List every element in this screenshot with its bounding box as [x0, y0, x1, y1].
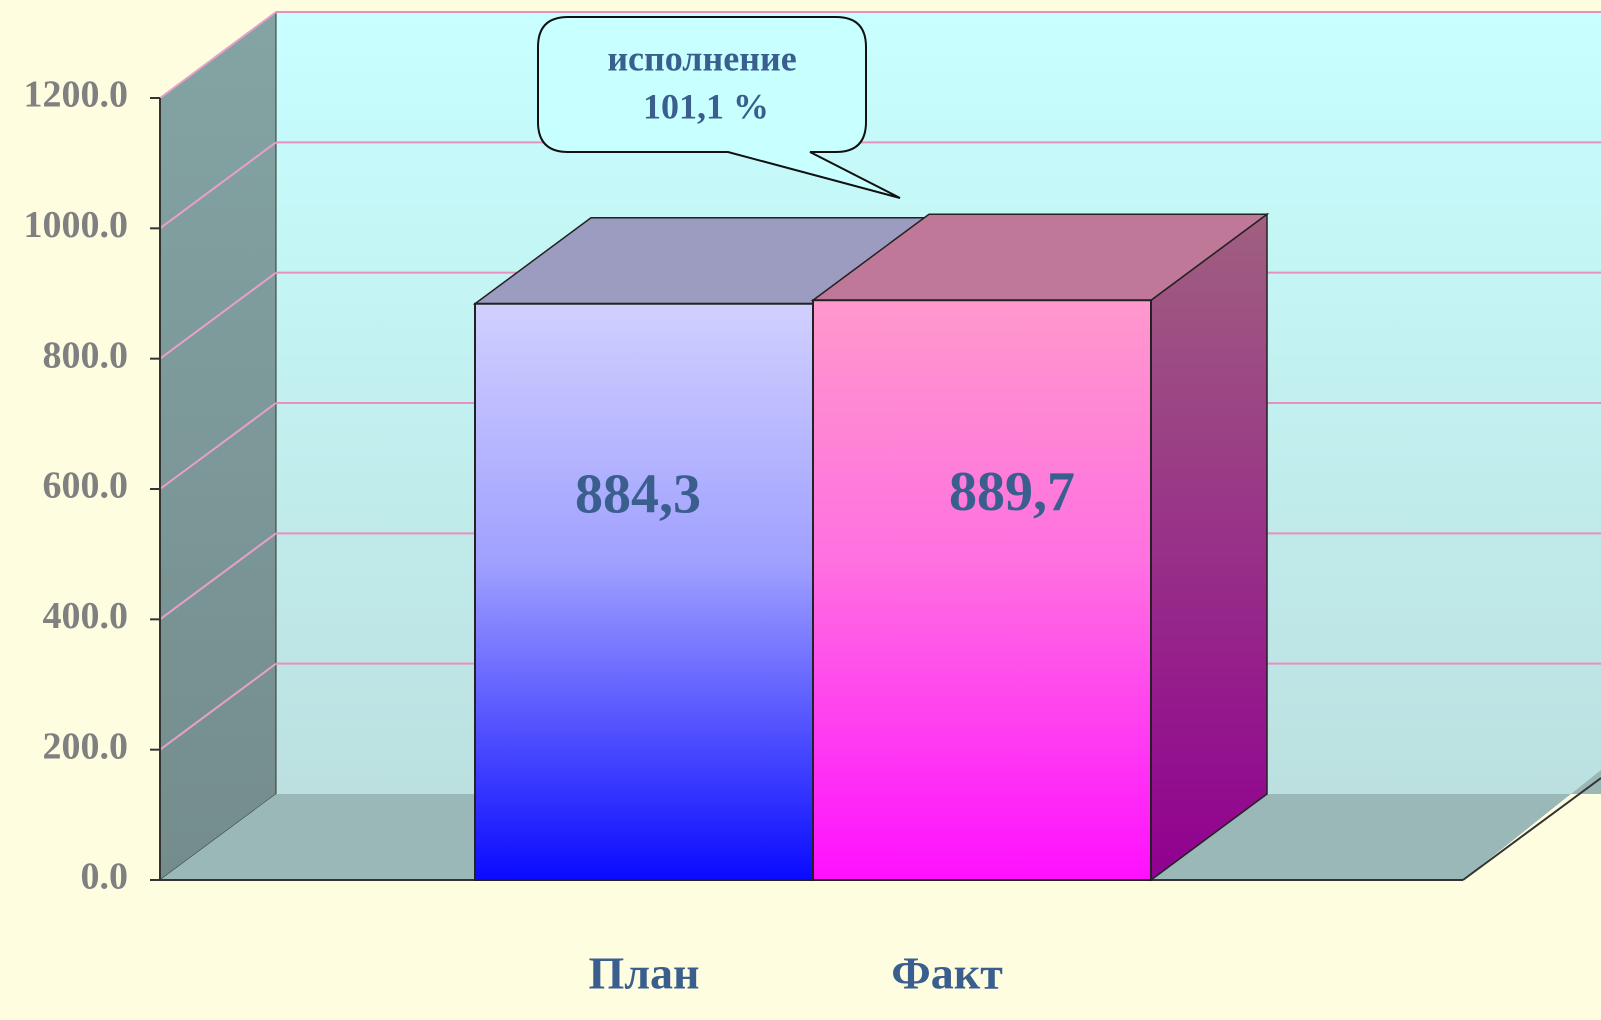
- annotation-line: 101,1 %: [643, 86, 769, 126]
- callout: [537, 16, 901, 199]
- y-tick-label: 1200.0: [24, 74, 129, 116]
- annotation: исполнение 101,1 %: [537, 16, 901, 199]
- y-tick-label: 600.0: [43, 465, 129, 507]
- floor-edge: [1462, 777, 1601, 881]
- y-tick-label: 0.0: [81, 856, 129, 898]
- grid-line: [159, 402, 277, 490]
- grid-line: [159, 662, 277, 751]
- grid-line: [159, 141, 277, 230]
- grid-line: [159, 532, 277, 621]
- bar-side: [1150, 212, 1268, 882]
- data-label: 884,3: [575, 464, 701, 526]
- bar: [474, 302, 814, 882]
- bar: [812, 299, 1152, 881]
- grid-line: [159, 11, 277, 99]
- y-tick-label: 200.0: [43, 725, 129, 767]
- y-tick-label: 400.0: [43, 595, 129, 637]
- y-tick-label: 1000.0: [24, 204, 129, 246]
- x-tick-label: Факт: [891, 948, 1003, 999]
- grid-line: [159, 271, 277, 360]
- y-tick-label: 800.0: [43, 334, 129, 376]
- x-tick-label: План: [588, 948, 699, 999]
- annotation-line: исполнение: [607, 38, 796, 78]
- data-label: 889,7: [949, 461, 1075, 523]
